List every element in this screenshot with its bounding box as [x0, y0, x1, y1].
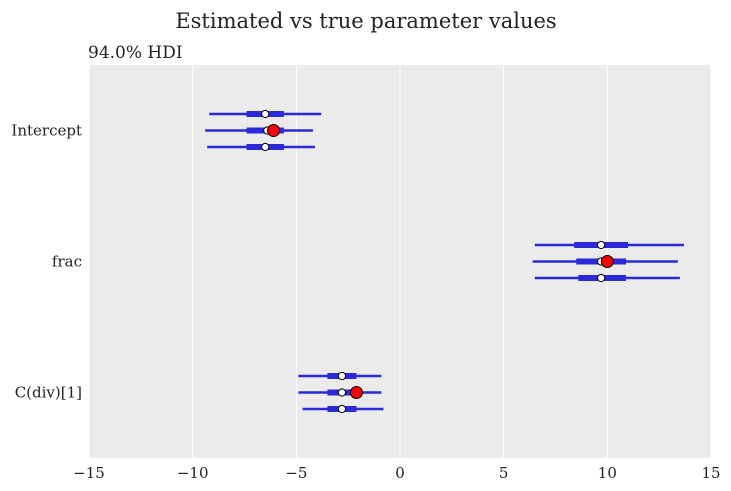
interval-marks: [205, 109, 685, 414]
point-estimate-marker: [337, 388, 347, 397]
x-axis-tick-labels: −15 −10 −5 0 5 10 15: [73, 464, 720, 482]
true-value-marker: [267, 124, 281, 137]
parameter-label: frac: [52, 253, 82, 271]
x-tick-label: 10: [598, 464, 617, 482]
x-tick-label: 15: [701, 464, 720, 482]
point-estimate-marker: [597, 273, 606, 283]
point-estimate-marker: [337, 371, 347, 381]
point-estimate-marker: [597, 240, 606, 250]
true-value-marker: [600, 255, 614, 268]
point-estimate-marker: [337, 404, 347, 414]
point-estimate-marker: [261, 109, 270, 119]
parameter-label: C(div)[1]: [15, 384, 82, 402]
x-tick-label: −5: [285, 464, 307, 482]
x-tick-label: 5: [499, 464, 509, 482]
x-tick-label: 0: [395, 464, 405, 482]
chart-title: Estimated vs true parameter values: [175, 9, 556, 33]
x-tick-label: −15: [73, 464, 105, 482]
y-axis-parameter-labels: Intercept frac C(div)[1]: [11, 122, 82, 402]
point-estimate-marker: [261, 142, 270, 152]
true-value-marker: [349, 386, 363, 399]
x-tick-label: −10: [177, 464, 209, 482]
parameter-label: Intercept: [11, 122, 82, 140]
chart-subtitle: 94.0% HDI: [88, 43, 183, 63]
